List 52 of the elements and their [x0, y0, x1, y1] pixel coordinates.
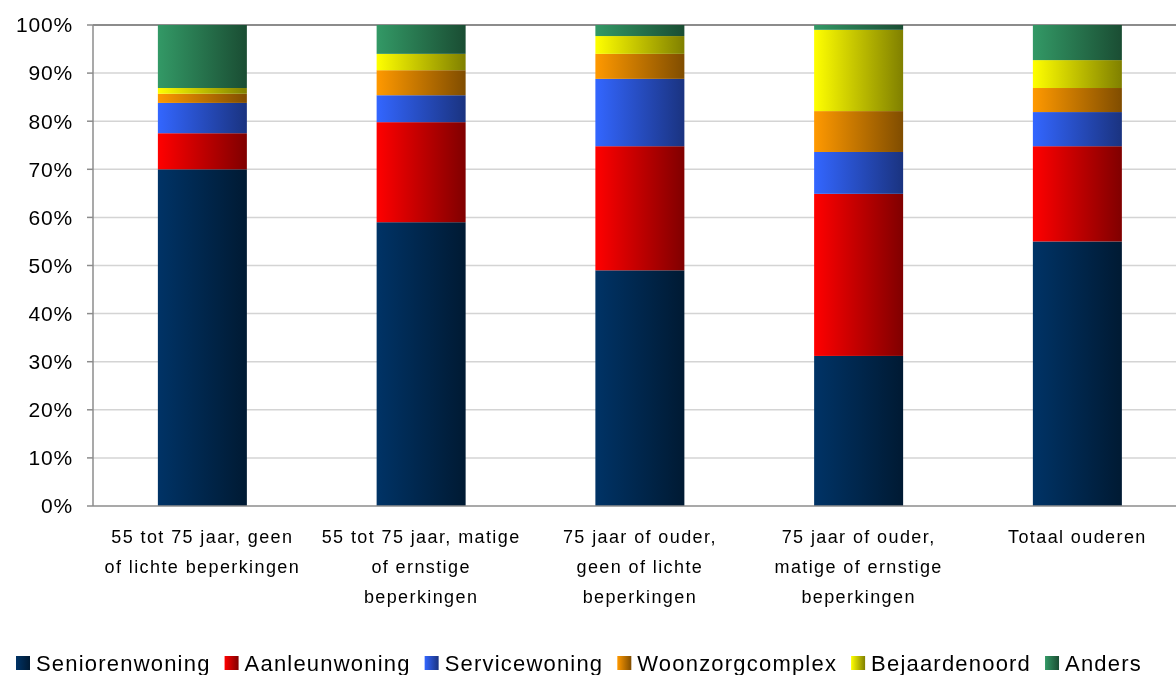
bar: [157, 133, 247, 170]
x-tick-label: 75 jaar of ouder, matige of ernstige beperkingen: [774, 527, 943, 608]
bar: [595, 53, 685, 79]
legend-label: Seniorenwoning: [36, 650, 211, 675]
legend-label: Servicewoning: [444, 650, 604, 675]
bar: [1032, 241, 1122, 506]
legend-label: Aanleunwoning: [244, 650, 411, 675]
bar: [1032, 112, 1122, 147]
bar: [814, 355, 904, 506]
bar: [1032, 25, 1122, 61]
y-tick-label: 70%: [28, 157, 73, 181]
x-tick-label: 55 tot 75 jaar, geen of lichte beperkingen: [104, 527, 301, 578]
y-tick-label: 80%: [28, 109, 73, 133]
bar: [814, 25, 904, 30]
y-tick-label: 60%: [28, 205, 73, 229]
bar: [376, 122, 466, 223]
bar: [814, 151, 904, 194]
bar: [595, 25, 685, 37]
bar: [814, 193, 904, 356]
x-tick-label: 55 tot 75 jaar, matige of ernstige beperkingen: [321, 527, 521, 608]
bar: [157, 25, 247, 89]
y-tick-label: 10%: [28, 446, 73, 470]
bar: [376, 70, 466, 96]
bar: [595, 36, 685, 54]
y-tick-label: 20%: [28, 398, 73, 422]
x-tick-label: 75 jaar of ouder, geen of lichte beperkingen: [562, 527, 717, 608]
bar: [376, 222, 466, 506]
bar: [814, 111, 904, 152]
legend-label: Anders: [1065, 650, 1142, 675]
legend-label: Bejaardenoord: [871, 650, 1032, 675]
y-tick-label: 100%: [16, 13, 73, 37]
legend-label: Woonzorgcomplex: [637, 650, 838, 675]
bar: [157, 102, 247, 134]
y-tick-label: 50%: [28, 253, 73, 277]
bar: [157, 93, 247, 103]
y-tick-label: 0%: [41, 494, 73, 518]
bar: [376, 25, 466, 54]
bar: [1032, 146, 1122, 242]
y-tick-label: 90%: [28, 61, 73, 85]
bar: [376, 95, 466, 123]
bar: [157, 169, 247, 506]
bar: [595, 78, 685, 147]
y-tick-label: 40%: [28, 301, 73, 325]
bar: [157, 88, 247, 94]
bar: [595, 146, 685, 271]
bar: [1032, 88, 1122, 113]
bar: [814, 29, 904, 112]
bar: [1032, 60, 1122, 89]
bar: [376, 53, 466, 71]
y-tick-label: 30%: [28, 350, 73, 374]
bar: [595, 270, 685, 506]
x-tick-label: Totaal ouderen: [1008, 527, 1147, 548]
